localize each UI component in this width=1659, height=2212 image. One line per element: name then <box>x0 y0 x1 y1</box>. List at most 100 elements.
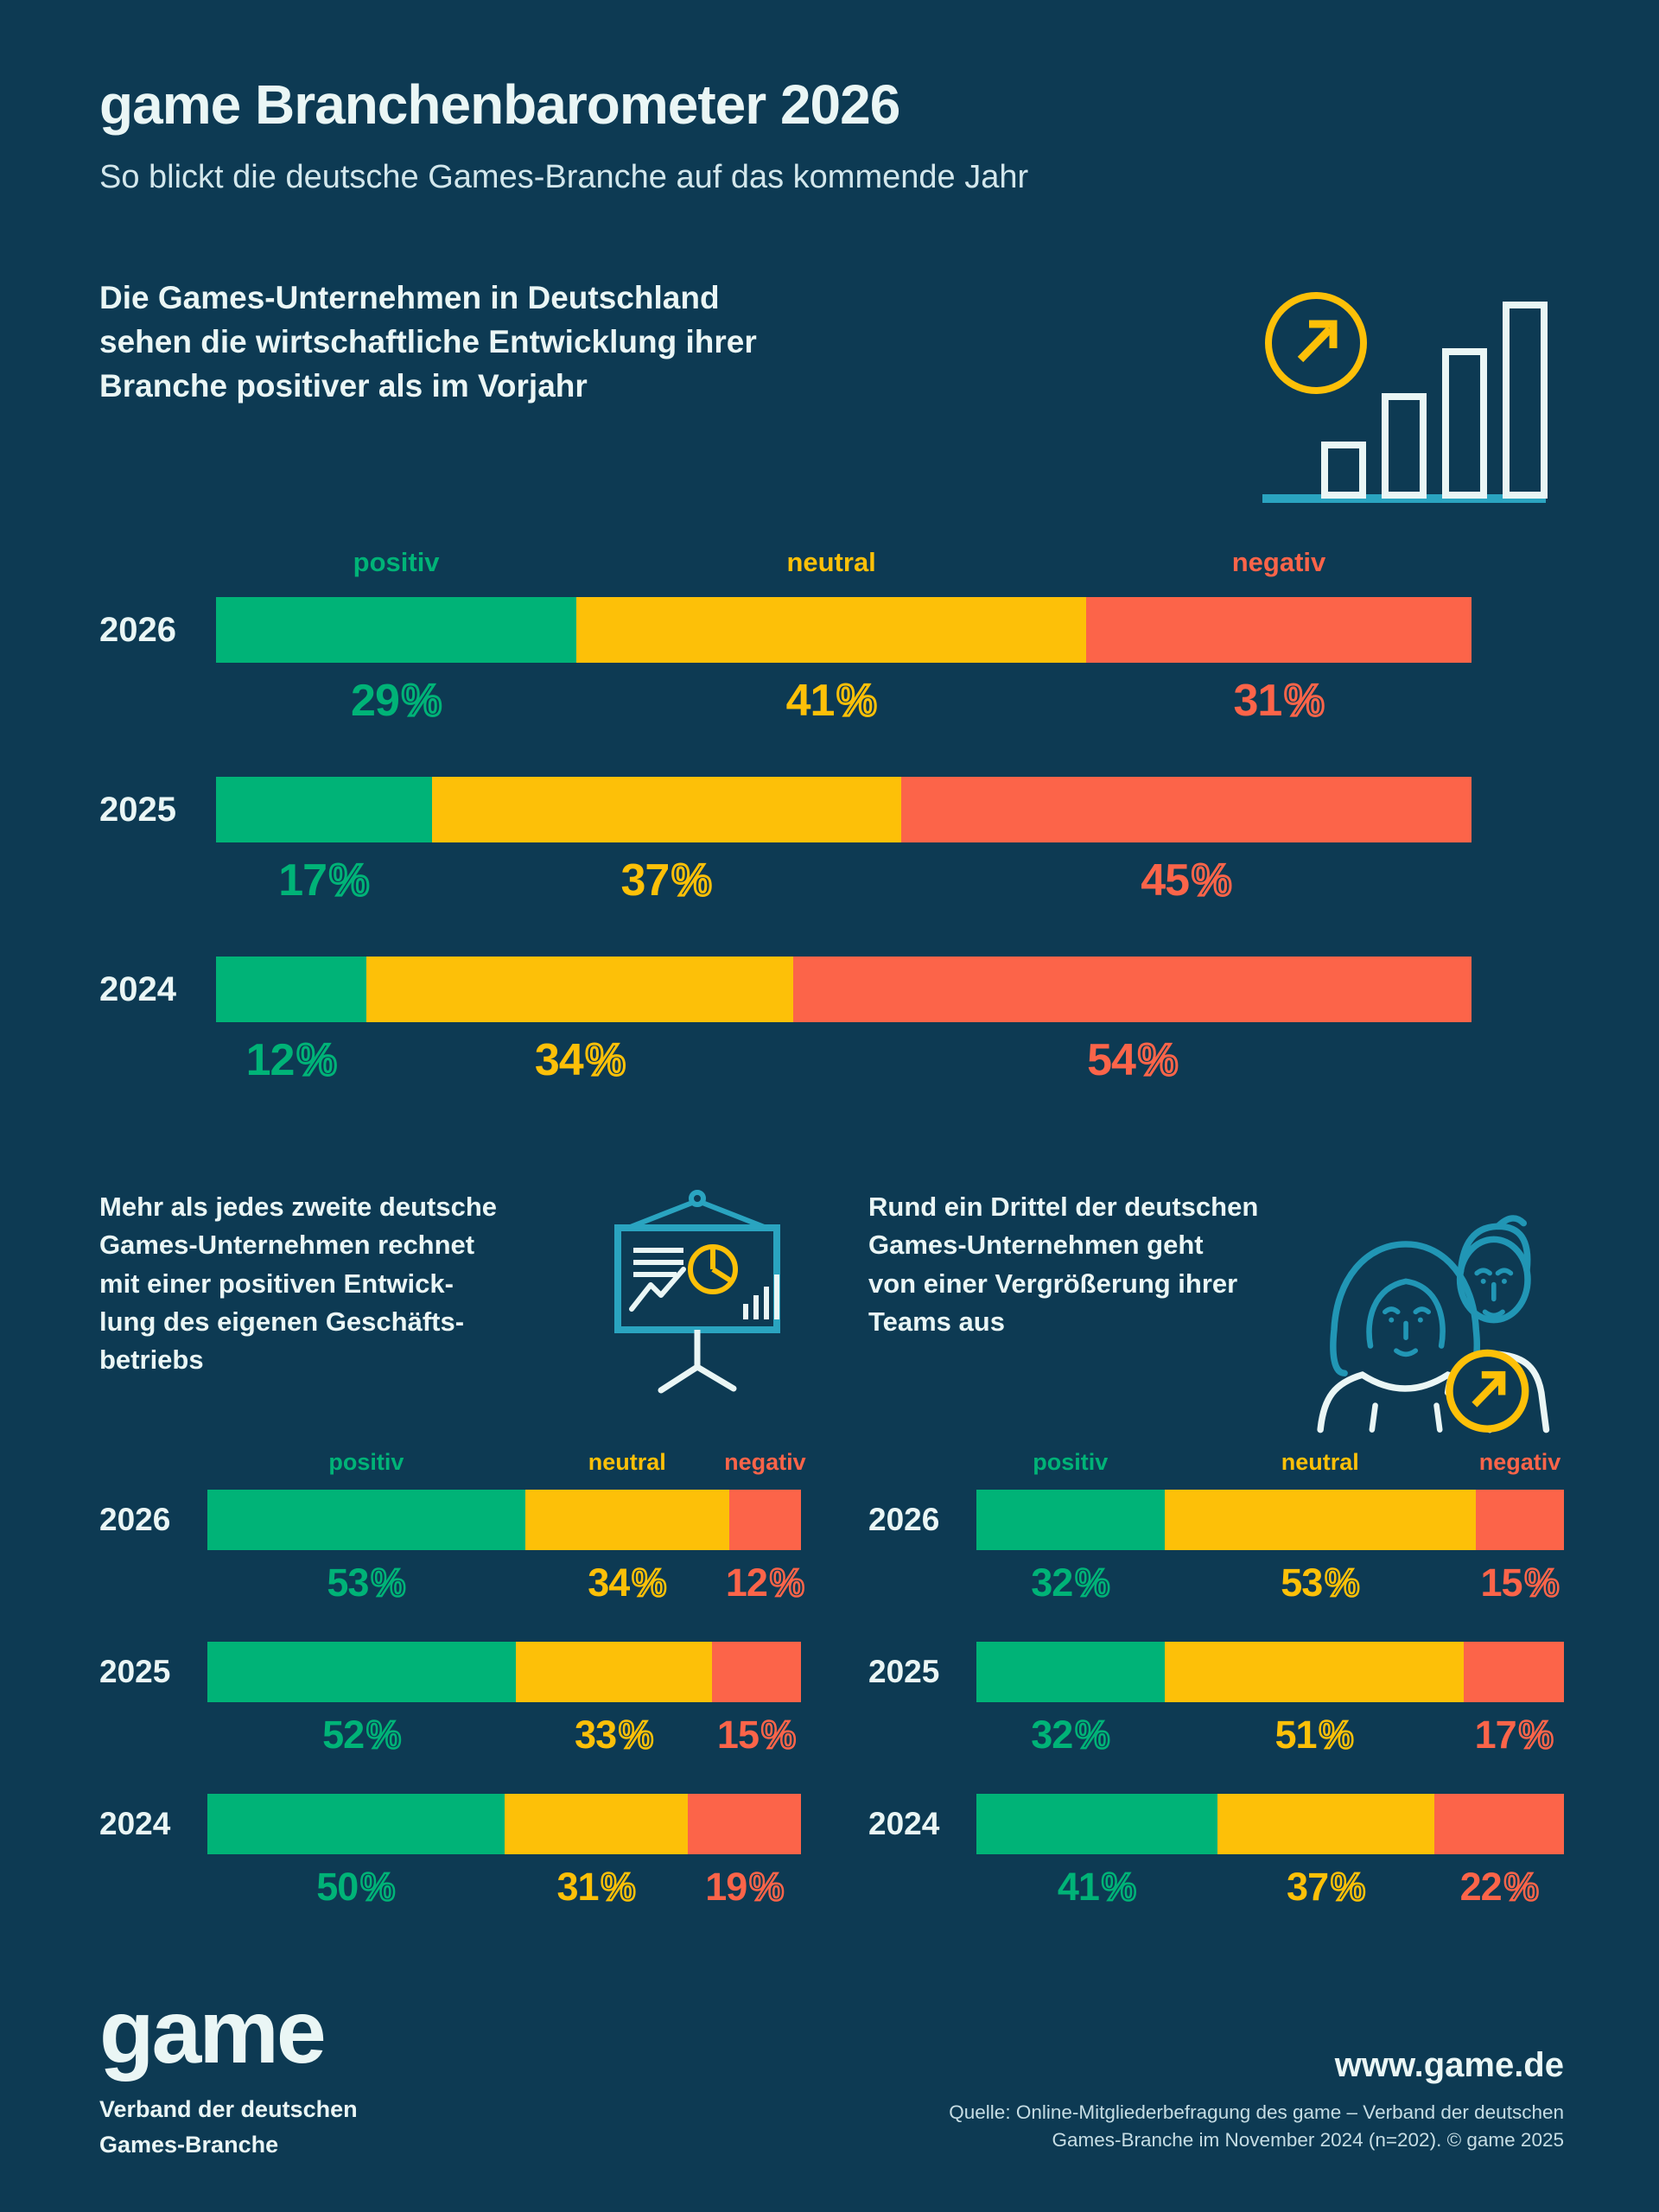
year-label: 2025 <box>99 790 176 829</box>
sub-sections: Mehr als jedes zweite deutsche Games-Unt… <box>99 1188 1659 1946</box>
sub-head-geschaeftsbetrieb: Mehr als jedes zweite deutsche Games-Unt… <box>99 1188 801 1449</box>
year-label: 2026 <box>99 1502 171 1537</box>
growth-trend-icon <box>1262 292 1548 503</box>
footer-right: www.game.de Quelle: Online-Mitgliederbef… <box>949 2046 1564 2155</box>
year-label: 2024 <box>99 969 176 1008</box>
bar-segment-neutral <box>516 1642 712 1702</box>
website-link[interactable]: www.game.de <box>1334 2045 1564 2084</box>
page-title: game Branchenbarometer 2026 <box>99 73 900 136</box>
percent-neutral: 51% <box>1165 1712 1465 1758</box>
percent-row-2026: 29% 41% 31% <box>216 675 1471 728</box>
sub-section-teams: Rund ein Drittel der deutschen Games-Unt… <box>868 1188 1564 1946</box>
bar-row-2025: 2025 <box>99 777 1471 842</box>
year-label: 2024 <box>99 1806 171 1841</box>
legend-cell-neutral: neutral <box>525 1449 729 1476</box>
percent-neutral: 34% <box>525 1560 729 1606</box>
percent-sign: % <box>671 855 713 907</box>
percent-negativ: 45% <box>901 855 1471 907</box>
sub-section-geschaeftsbetrieb: Mehr als jedes zweite deutsche Games-Unt… <box>99 1188 806 1946</box>
legend-label-negativ: negativ <box>724 1449 806 1475</box>
percent-negativ: 19% <box>688 1864 801 1910</box>
percent-value: 12 <box>245 1035 296 1085</box>
percent-sign: % <box>1101 1864 1138 1910</box>
bar-row-2025: 2025 <box>868 1642 1564 1702</box>
percent-neutral: 31% <box>505 1864 689 1910</box>
bar-segment-neutral <box>431 777 901 842</box>
legend-cell-positiv: positiv <box>207 1449 525 1476</box>
percent-value: 19 <box>705 1865 747 1909</box>
percent-row-2026: 32% 53% 15% <box>976 1560 1564 1606</box>
percent-positiv: 32% <box>976 1560 1165 1606</box>
legend-label-positiv: positiv <box>1033 1449 1109 1475</box>
legend-cell-positiv: positiv <box>216 547 576 578</box>
bar-segment-negativ <box>1434 1794 1564 1854</box>
chart-teams: positiv neutral negativ 2026 32% 53% 15% 2025 32… <box>868 1449 1564 1910</box>
stacked-bar-2024 <box>216 957 1471 1022</box>
percent-positiv: 50% <box>207 1864 505 1910</box>
source-note: Quelle: Online-Mitgliederbefragung des g… <box>949 2101 1564 2152</box>
bar-segment-neutral <box>524 1490 729 1550</box>
legend-cell-negativ: negativ <box>1476 1449 1564 1476</box>
percent-positiv: 17% <box>216 855 432 907</box>
bar-segment-negativ <box>1086 597 1471 663</box>
percent-positiv: 12% <box>216 1034 366 1087</box>
legend-label-neutral: neutral <box>588 1449 666 1475</box>
bar-segment-positiv <box>207 1490 525 1550</box>
stacked-bar-2026 <box>216 597 1471 663</box>
legend-cell-neutral: neutral <box>576 547 1086 578</box>
percent-positiv: 29% <box>216 675 576 728</box>
percent-neutral: 53% <box>1165 1560 1476 1606</box>
percent-value: 29 <box>351 676 400 726</box>
bar-segment-positiv <box>216 777 432 842</box>
percent-negativ: 15% <box>1476 1560 1564 1606</box>
bar-segment-negativ <box>711 1642 801 1702</box>
sub-chart-headline-teams: Rund ein Drittel der deutschen Games-Unt… <box>868 1192 1259 1337</box>
percent-row-2025: 52% 33% 15% <box>207 1712 801 1758</box>
percent-sign: % <box>359 1864 397 1910</box>
year-label: 2026 <box>99 610 176 649</box>
bar-segment-negativ <box>1464 1642 1564 1702</box>
percent-sign: % <box>631 1560 668 1606</box>
percent-sign: % <box>1074 1712 1111 1758</box>
percent-sign: % <box>370 1560 407 1606</box>
bar-row-2026: 2026 <box>99 597 1471 663</box>
percent-value: 54 <box>1087 1035 1136 1085</box>
bar-segment-positiv <box>216 597 577 663</box>
bar-segment-neutral <box>1164 1490 1476 1550</box>
percent-value: 51 <box>1274 1713 1317 1757</box>
bar-row-2024: 2024 <box>99 1794 801 1854</box>
bar-segment-positiv <box>976 1642 1165 1702</box>
year-label: 2024 <box>868 1806 940 1841</box>
percent-value: 53 <box>1281 1560 1323 1605</box>
bar-segment-negativ <box>900 777 1471 842</box>
percent-value: 34 <box>534 1035 584 1085</box>
percent-sign: % <box>1318 1712 1355 1758</box>
stacked-bar-2024 <box>976 1794 1564 1854</box>
percent-negativ: 31% <box>1086 675 1471 728</box>
bar-segment-neutral <box>1217 1794 1435 1854</box>
percent-row-2024: 12% 34% 54% <box>216 1034 1471 1087</box>
legend: positiv neutral negativ <box>216 547 1471 578</box>
bar-segment-neutral <box>366 957 794 1022</box>
page-subtitle: So blickt die deutsche Games-Branche auf… <box>99 159 1029 195</box>
bar-segment-positiv <box>207 1642 517 1702</box>
stacked-bar-2025 <box>976 1642 1564 1702</box>
percent-sign: % <box>760 1712 798 1758</box>
percent-value: 31 <box>556 1865 599 1909</box>
percent-value: 32 <box>1031 1713 1073 1757</box>
percent-sign: % <box>618 1712 655 1758</box>
percent-sign: % <box>600 1864 637 1910</box>
main-section-head: Die Games-Unternehmen in Deutschland seh… <box>99 276 1560 507</box>
percent-value: 32 <box>1031 1560 1073 1605</box>
percent-sign: % <box>1324 1560 1361 1606</box>
percent-row-2024: 50% 31% 19% <box>207 1864 801 1910</box>
percent-value: 50 <box>316 1865 359 1909</box>
percent-value: 37 <box>620 855 670 906</box>
percent-negativ: 17% <box>1464 1712 1564 1758</box>
bar-segment-neutral <box>576 597 1087 663</box>
legend-cell-negativ: negativ <box>1086 547 1471 578</box>
percent-value: 17 <box>278 855 327 906</box>
percent-sign: % <box>365 1712 403 1758</box>
legend-label-negativ: negativ <box>1478 1449 1561 1475</box>
bar-row-2024: 2024 <box>868 1794 1564 1854</box>
